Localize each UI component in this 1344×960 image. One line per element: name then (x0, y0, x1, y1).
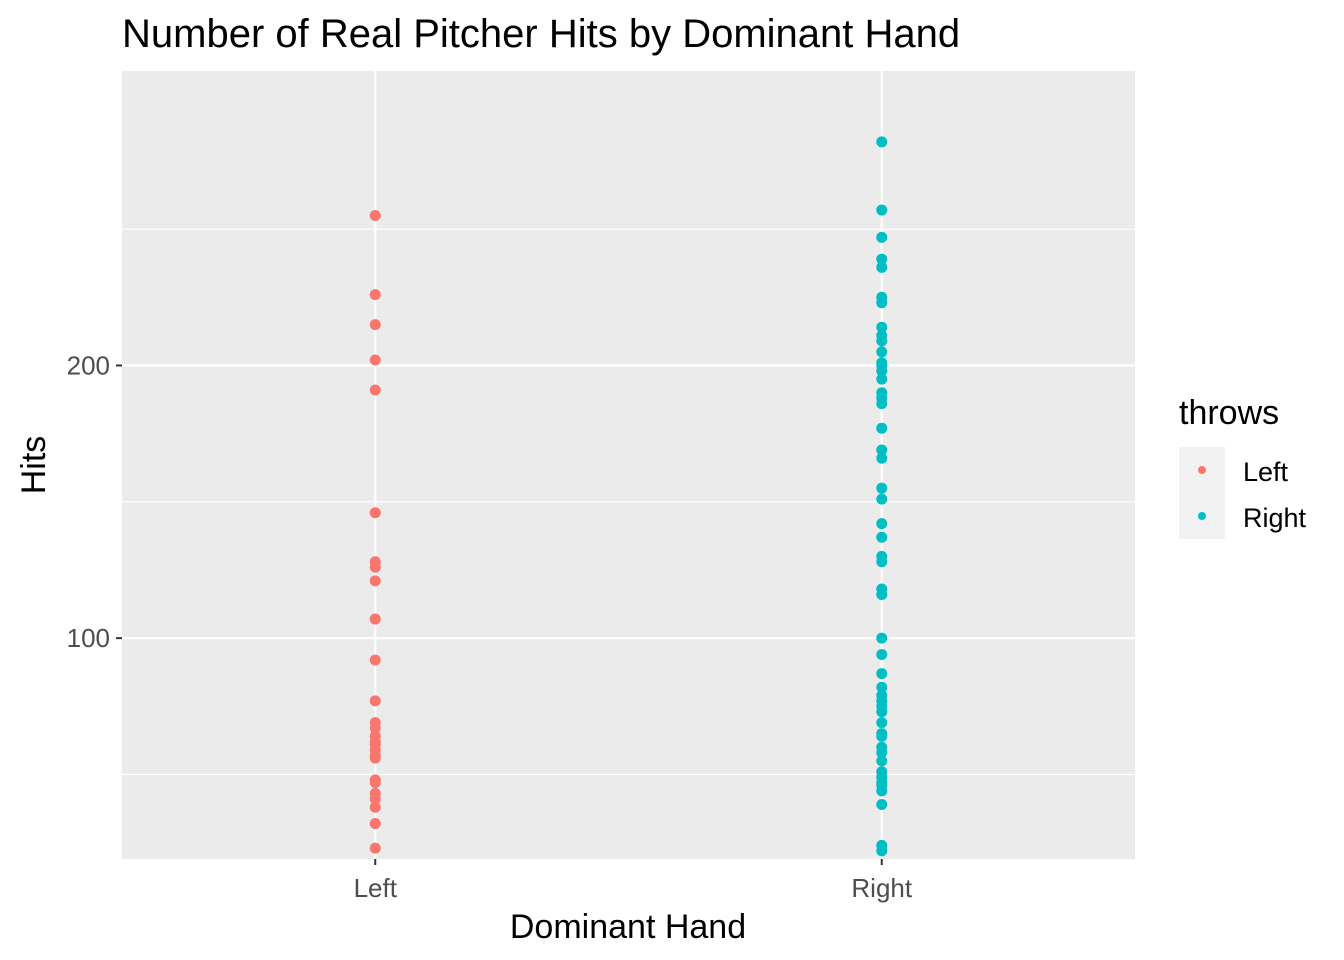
data-point-right (876, 706, 888, 718)
data-point-right (876, 755, 888, 767)
data-point-right (876, 398, 888, 410)
data-point-left (369, 793, 381, 805)
data-point-left (369, 801, 381, 813)
data-point-right (876, 335, 888, 347)
data-point-right (876, 261, 888, 273)
data-point-left (369, 561, 381, 573)
data-point-left (369, 818, 381, 830)
y-tick-label: 200 (67, 350, 110, 380)
data-point-left (369, 354, 381, 366)
data-point-right (876, 681, 888, 693)
data-point-right (876, 321, 888, 333)
y-axis-title: Hits (15, 436, 53, 495)
data-point-left (369, 575, 381, 587)
data-point-left (369, 319, 381, 331)
data-point-right (876, 556, 888, 568)
data-point-right (876, 632, 888, 644)
data-points (369, 136, 888, 857)
x-tick-label: Right (851, 873, 912, 903)
data-point-left (369, 722, 381, 734)
data-point-left (369, 289, 381, 301)
data-point-left (369, 384, 381, 396)
data-point-right (876, 422, 888, 434)
data-point-left (369, 613, 381, 625)
data-point-left (369, 507, 381, 519)
axes: 100 200 Left Right (67, 350, 913, 903)
chart-title: Number of Real Pitcher Hits by Dominant … (122, 12, 960, 56)
data-point-right (876, 589, 888, 601)
y-tick-label: 100 (67, 623, 110, 653)
data-point-right (876, 668, 888, 680)
x-tick-label: Left (354, 873, 398, 903)
data-point-right (876, 649, 888, 661)
data-point-left (369, 752, 381, 764)
legend-label-left: Left (1243, 457, 1289, 487)
data-point-right (876, 482, 888, 494)
plot-panel (122, 71, 1135, 859)
data-point-right (876, 717, 888, 729)
data-point-right (876, 444, 888, 456)
data-point-right (876, 493, 888, 505)
data-point-right (876, 531, 888, 543)
data-point-right (876, 297, 888, 309)
data-point-left (369, 777, 381, 789)
data-point-right (876, 452, 888, 464)
data-point-right (876, 365, 888, 377)
data-point-right (876, 346, 888, 358)
data-point-right (876, 518, 888, 530)
data-point-right (876, 231, 888, 243)
data-point-left (369, 654, 381, 666)
legend: throws Left Right (1179, 394, 1307, 539)
legend-key-left (1198, 466, 1206, 474)
data-point-right (876, 730, 888, 742)
data-point-left (369, 695, 381, 707)
data-point-right (876, 204, 888, 216)
data-point-right (876, 747, 888, 759)
legend-label-right: Right (1243, 503, 1307, 533)
legend-key-right (1198, 512, 1206, 520)
data-point-right (876, 136, 888, 148)
x-axis-title: Dominant Hand (510, 908, 746, 946)
legend-title: throws (1179, 394, 1279, 432)
data-point-right (876, 253, 888, 265)
data-point-right (876, 845, 888, 857)
data-point-left (369, 842, 381, 854)
data-point-left (369, 210, 381, 222)
data-point-right (876, 785, 888, 797)
data-point-right (876, 373, 888, 385)
data-point-right (876, 798, 888, 810)
grid-lines (122, 71, 1135, 859)
